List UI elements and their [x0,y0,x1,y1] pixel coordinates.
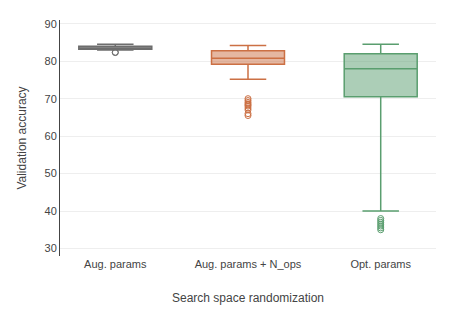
svg-text:40: 40 [45,205,57,217]
svg-text:60: 60 [45,130,57,142]
svg-text:Search space randomization: Search space randomization [172,291,324,305]
svg-text:50: 50 [45,167,57,179]
svg-text:30: 30 [45,242,57,254]
svg-text:90: 90 [45,18,57,30]
svg-text:Validation accuracy: Validation accuracy [15,86,29,189]
svg-text:Opt. params: Opt. params [350,258,411,270]
svg-text:Aug. params: Aug. params [84,258,147,270]
svg-text:70: 70 [45,93,57,105]
svg-text:80: 80 [45,55,57,67]
svg-text:Aug. params + N_ops: Aug. params + N_ops [195,258,302,270]
